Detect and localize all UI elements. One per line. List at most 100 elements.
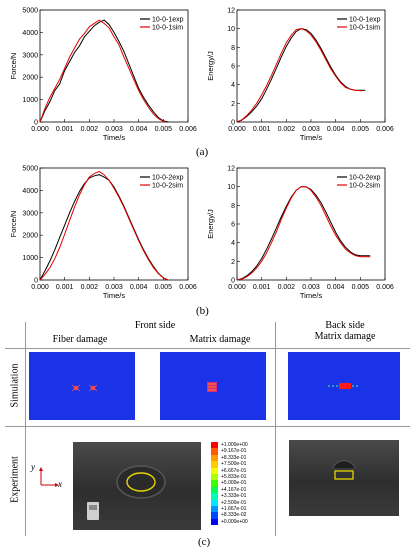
y-tick-label: 6 [231,222,235,229]
y-tick-label: 6 [231,64,235,71]
y-tick-label: 4 [231,82,235,89]
fiber-damage-spots [71,384,98,392]
legend-label: 10-0-1exp [152,17,184,24]
x-tick-label: 0.000 [228,126,246,133]
legend-value-label: +7.500e-01 [221,461,247,468]
y-tick-label: 4000 [22,30,38,37]
x-axis-label: Time/s [103,133,125,140]
legend-value-label: +2.500e-01 [221,499,247,506]
y-tick-label: 0 [231,120,235,127]
legend-label: 10-0-1sim [349,25,380,32]
legend-color-swatch [211,467,218,474]
x-tick-label: 0.003 [302,126,320,133]
force-chart-b: 0.000 0.001 0.002 0.003 0.004 0.005 0.006 0 1000… [9,166,197,299]
legend-value-label: +1.667e-01 [221,506,247,512]
legend-color-swatch [211,499,218,506]
legend-color-swatch [211,442,218,449]
legend-label: 10-0-1sim [152,25,183,32]
x-axis-label: Time/s [103,291,125,298]
series-line-10-0-2sim [236,186,371,281]
series-line-10-0-1sim [236,28,363,123]
x-tick-label: 0.003 [105,284,123,291]
contour-legend: +1.000e+00 +9.167e-01 +8.333e-01 +7.500e-01… [211,442,281,532]
y-axis-label: Force/N [9,211,18,238]
y-tick-label: 0 [34,120,38,127]
front-side-header: Front side [134,320,176,331]
x-tick-label: 0.006 [376,126,394,133]
x-tick-label: 0.003 [105,126,123,133]
front-specimen-features [87,465,166,520]
x-arrowhead-icon [55,483,59,487]
matrix-damage-header: Matrix damage [189,334,251,345]
side-divider [275,322,276,536]
front-specimen-photo [73,442,201,530]
specimen-tag [87,502,99,520]
damage-streak [88,384,98,392]
x-tick-label: 0.001 [56,126,74,133]
series-line-10-0-1exp [236,28,366,123]
damage-streak [71,384,81,392]
simulation-row-label: Simulation [9,363,21,408]
y-tick-label: 10 [227,184,235,191]
energy-chart-b: 0.000 0.001 0.002 0.003 0.004 0.005 0.006 0 2 4 6 8… [206,166,394,299]
legend-label: 10-0-2sim [152,183,183,190]
fiber-damage-header: Fiber damage [52,334,108,345]
x-tick-label: 0.006 [376,284,394,291]
x-tick-label: 0.000 [31,126,49,133]
y-arrowhead-icon [39,467,43,471]
coordinate-axes: y x [31,462,62,494]
panel-label-a: (a) [196,146,209,158]
x-tick-label: 0.006 [179,284,197,291]
x-axis-label: Time/s [300,133,322,140]
x-axis-label: x [58,479,62,489]
legend-value-label: +8.333e-02 [221,512,247,519]
x-tick-label: 0.003 [302,284,320,291]
legend-color-swatch [211,461,218,468]
tag-mark [89,505,97,510]
back-matrix-damage-header: Matrix damage [314,331,376,342]
legend-label: 10-0-2exp [152,175,184,182]
x-tick-label: 0.000 [31,284,49,291]
legend-value-label: +0.000e+00 [221,518,248,525]
back-side-header: Back side [325,320,365,331]
y-tick-label: 1000 [22,255,38,262]
legend-value-label: +8.333e-01 [221,454,247,461]
y-tick-label: 8 [231,45,235,52]
y-tick-label: 4 [231,240,235,247]
panel-b-charts: 0.000 0.001 0.002 0.003 0.004 0.005 0.00601000… [9,166,394,299]
y-tick-label: 2 [231,259,235,266]
legend-value-label: +9.167e-01 [221,448,247,455]
legend-color-swatch [211,480,218,487]
panel-label-c: (c) [198,536,211,548]
legend-value-label: +4.167e-01 [221,486,247,493]
y-tick-label: 12 [227,166,235,173]
energy-chart-a: 0.000 0.001 0.002 0.003 0.004 0.005 0.006 0 2 4 6 8… [206,8,394,141]
y-tick-label: 0 [34,278,38,285]
x-tick-label: 0.002 [278,284,296,291]
y-tick-label: 2000 [22,233,38,240]
x-tick-label: 0.002 [278,126,296,133]
x-tick-label: 0.001 [56,284,74,291]
legend-value-label: +1.000e+00 [221,442,248,448]
legend-color-swatch [211,486,218,494]
back-specimen-photo [289,440,399,516]
legend-label: 10-0-1exp [349,17,381,24]
damage-outline-ellipse [126,472,156,492]
y-tick-label: 2 [231,101,235,108]
y-tick-label: 2000 [22,75,38,82]
legend-value-label: +3.333e-01 [221,493,247,500]
x-tick-label: 0.001 [253,126,271,133]
y-tick-label: 0 [231,278,235,285]
x-tick-label: 0.002 [81,126,99,133]
damage-outline-rect [334,470,354,480]
experiment-row-label: Experiment [9,456,21,503]
header-divider [5,348,410,349]
x-tick-label: 0.002 [81,284,99,291]
panel-label-b: (b) [196,305,209,317]
x-tick-label: 0.004 [130,126,148,133]
legend-color-swatch [211,493,218,500]
series-line-10-0-2exp [39,174,169,281]
y-tick-label: 8 [231,203,235,210]
y-axis-label: y [31,462,35,472]
row-divider [5,426,410,427]
